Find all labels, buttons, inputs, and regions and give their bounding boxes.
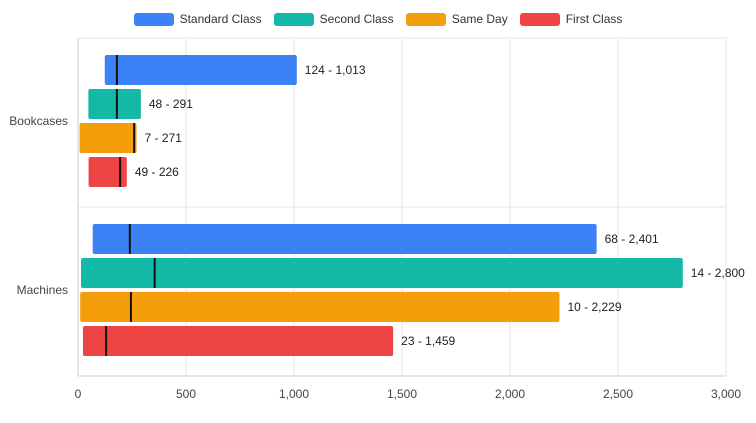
bar-value-label: 23 - 1,459 (401, 334, 455, 348)
x-tick-label: 1,500 (387, 387, 417, 401)
x-tick-label: 500 (176, 387, 196, 401)
bar (88, 157, 127, 187)
legend-item[interactable]: First Class (519, 12, 623, 26)
x-tick-label: 1,000 (279, 387, 309, 401)
bar-value-label: 14 - 2,800 (691, 266, 745, 280)
legend-swatch (133, 12, 174, 26)
bar (82, 326, 394, 356)
legend-swatch (519, 12, 560, 26)
bar (79, 123, 137, 153)
bar (92, 224, 597, 254)
legend: Standard Class Second Class Same Day First … (0, 12, 756, 26)
y-category-label: Machines (17, 283, 68, 297)
x-tick-label: 3,000 (711, 387, 741, 401)
bar-value-label: 68 - 2,401 (605, 232, 659, 246)
bar (80, 292, 560, 322)
bar (104, 55, 297, 85)
legend-item[interactable]: Same Day (405, 12, 508, 26)
legend-label: Same Day (451, 12, 508, 26)
legend-item[interactable]: Second Class (273, 12, 394, 26)
bar-value-label: 10 - 2,229 (567, 300, 621, 314)
legend-label: Standard Class (179, 12, 262, 26)
bar (88, 89, 141, 119)
bar-value-label: 49 - 226 (135, 165, 179, 179)
legend-label: First Class (565, 12, 623, 26)
legend-item[interactable]: Standard Class (133, 12, 262, 26)
x-tick-label: 2,000 (495, 387, 525, 401)
x-tick-label: 0 (75, 387, 82, 401)
y-category-label: Bookcases (9, 114, 68, 128)
legend-swatch (273, 12, 314, 26)
bar (81, 258, 683, 288)
x-tick-label: 2,500 (603, 387, 633, 401)
bar-value-label: 124 - 1,013 (305, 63, 366, 77)
legend-swatch (405, 12, 446, 26)
legend-label: Second Class (319, 12, 394, 26)
bar-value-label: 48 - 291 (149, 97, 193, 111)
bar-value-label: 7 - 271 (145, 131, 183, 145)
